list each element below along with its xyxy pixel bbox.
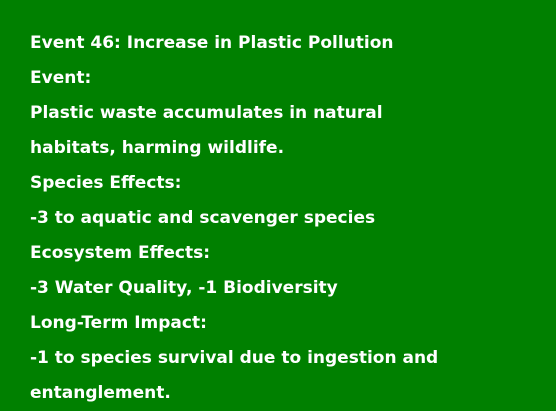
long-term-impact-value-line-1: -1 to species survival due to ingestion … <box>30 348 439 368</box>
long-term-impact-label: Long-Term Impact: <box>30 313 207 333</box>
species-effects-value: -3 to aquatic and scavenger species <box>30 208 376 228</box>
species-effects-label: Species Effects: <box>30 173 182 193</box>
event-label: Event: <box>30 68 92 88</box>
event-description-line-1: Plastic waste accumulates in natural <box>30 103 383 123</box>
event-description-line-2: habitats, harming wildlife. <box>30 138 285 158</box>
event-title: Event 46: Increase in Plastic Pollution <box>30 33 394 53</box>
long-term-impact-value-line-2: entanglement. <box>30 383 171 403</box>
ecosystem-effects-value: -3 Water Quality, -1 Biodiversity <box>30 278 338 298</box>
ecosystem-effects-label: Ecosystem Effects: <box>30 243 211 263</box>
